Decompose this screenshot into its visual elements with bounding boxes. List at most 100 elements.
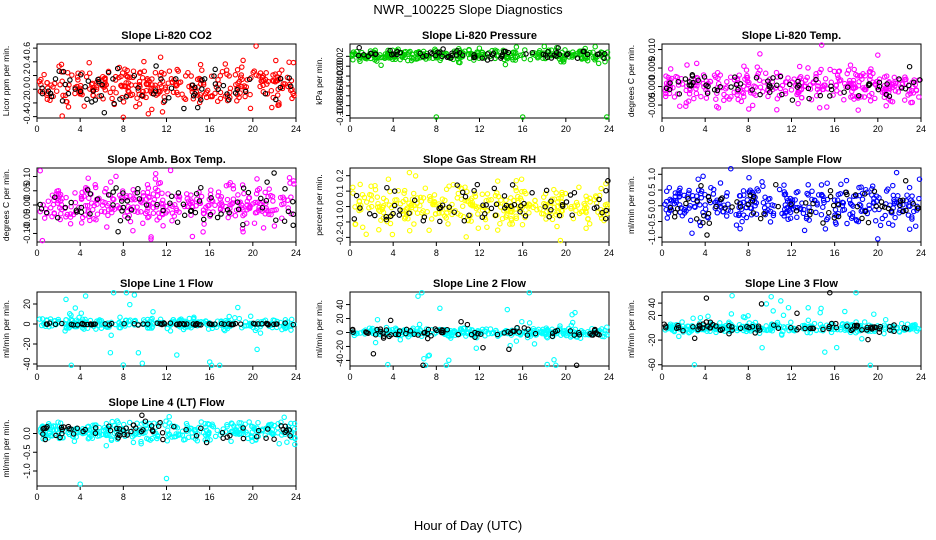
data-point-reference [478,331,484,337]
data-point-points [850,85,856,91]
data-point-points [871,311,877,317]
data-point-reference [198,184,204,191]
y-tick-label: -1.0 [647,230,657,246]
data-point-points [748,205,755,211]
data-point-points [728,311,735,317]
data-point-reference [524,332,531,338]
data-point-reference [499,52,505,58]
data-point-points [847,62,854,68]
data-point-reference [802,200,809,206]
data-point-points [186,200,193,207]
data-point-points [666,184,673,191]
data-point-points [386,202,393,208]
data-point-points [663,90,669,97]
data-point-points [833,344,840,351]
data-point-reference [273,217,279,223]
data-point-points [454,195,461,201]
x-tick-label: 16 [205,372,215,382]
data-point-points [59,69,65,75]
data-point-points [457,326,464,332]
data-point-points [148,234,154,240]
data-point-points [268,192,274,199]
data-point-points [223,182,230,189]
data-point-outlier [77,481,83,487]
data-point-points [260,73,266,79]
data-point-points [50,201,57,208]
x-tick-label: 24 [291,124,301,134]
data-point-points [383,324,390,331]
data-point-points [412,173,419,179]
data-point-points [270,72,276,78]
data-point-points [284,197,291,204]
data-point-points [248,75,254,81]
data-point-reference [689,73,696,79]
data-point-points [549,216,556,223]
data-point-points [760,183,766,190]
data-point-points [797,73,804,80]
data-point-reference [674,205,681,212]
data-point-points [738,98,745,105]
data-point-points [759,89,766,95]
data-point-reference [501,193,508,199]
y-axis-label: kPa per min. [314,57,324,105]
data-point-points [132,431,138,437]
data-point-reference [603,207,609,214]
y-tick-label: -0.04 [335,76,345,97]
data-point-points [572,309,578,316]
data-point-reference [370,351,377,357]
data-point-reference [885,205,892,212]
data-point-points [416,321,423,328]
y-tick-label: 0.5 [647,184,657,197]
data-point-points [574,202,581,208]
data-point-points [784,208,790,215]
panel-title: Slope Li-820 Temp. [742,30,841,42]
data-point-reference [914,205,921,211]
data-point-reference [113,185,119,191]
data-point-reference [877,323,884,330]
data-point-points [821,199,827,206]
data-point-points [236,315,243,322]
data-point-points [253,436,259,443]
data-point-points [443,362,450,369]
data-point-points [841,323,847,330]
data-point-points [559,189,565,196]
data-point-points [167,167,174,174]
data-point-points [749,102,756,109]
data-point-points [173,431,179,437]
data-point-points [87,217,93,224]
data-point-points [254,346,260,353]
x-tick-label: 20 [561,124,571,134]
data-point-points [96,93,102,99]
data-point-points [763,301,770,307]
data-point-reference [78,204,85,211]
data-point-reference [92,425,99,431]
data-point-points [93,326,99,332]
data-point-points [841,80,848,87]
data-point-reference [110,202,116,208]
data-point-points [53,88,60,94]
data-point-points [217,73,224,79]
data-point-points [806,217,812,223]
data-point-points [540,211,547,217]
data-point-points [737,225,743,232]
y-tick-label: -0.05 [22,209,32,230]
data-point-points [432,211,439,217]
data-point-points [770,212,777,219]
data-point-points [260,225,267,231]
data-point-points [487,326,494,332]
data-point-points [36,316,43,322]
data-point-reference [737,204,744,210]
data-point-reference [510,328,516,334]
data-point-points [78,310,85,316]
data-point-points [583,225,589,232]
data-point-points [161,71,167,77]
data-point-reference [37,201,43,208]
data-point-reference [114,425,120,432]
data-point-reference [516,329,522,335]
data-point-points [890,182,896,189]
data-point-reference [181,105,187,112]
data-point-reference [211,73,217,79]
data-point-points [879,89,886,95]
data-point-reference [555,45,561,51]
